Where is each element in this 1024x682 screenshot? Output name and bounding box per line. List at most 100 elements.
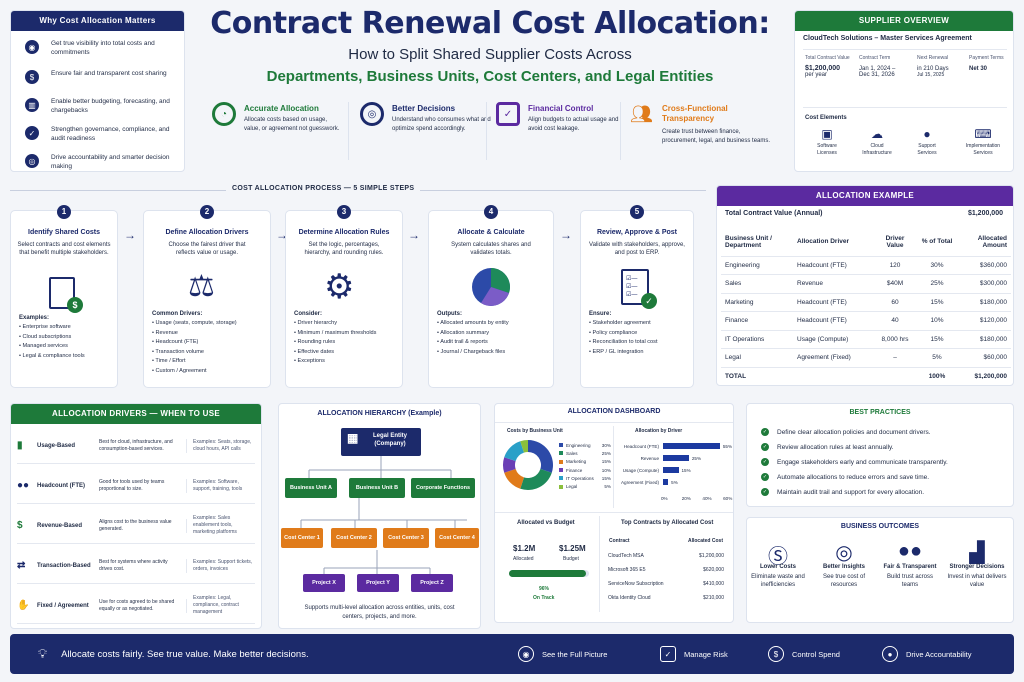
legend-swatch [559, 443, 563, 448]
checklist-icon: ☑— ☑— ☑— ✓ [621, 269, 657, 309]
table-cell: 5% [917, 348, 957, 368]
donut-slice [504, 441, 524, 461]
col-header: Driver Value [873, 228, 917, 257]
stat-label: Total Contract Value [805, 55, 850, 61]
legend-value: 30% [601, 442, 611, 448]
driver-row: ⇄ Transaction-Based Best for systems where… [17, 548, 255, 584]
list-item: Policy compliance [589, 329, 658, 339]
step-list-head: Examples: [19, 315, 50, 321]
step-desc: Select contracts and cost elements that … [17, 242, 111, 256]
why-item: ◉ Get true visibility into total costs an… [25, 39, 185, 57]
allocated-label: Allocated [513, 556, 534, 562]
shield-icon: ✓ [25, 126, 39, 140]
hierarchy-panel: ALLOCATION HIERARCHY (Example) ▦ Legal En… [278, 403, 481, 629]
footer-item: ◉ See the Full Picture [518, 634, 607, 674]
page-subtitle: How to Split Shared Supplier Costs Acros… [348, 46, 632, 63]
legend-value: 15% [601, 475, 611, 481]
project-node: Project X [303, 574, 345, 592]
table-cell: $180,000 [957, 293, 1011, 312]
step-desc: Choose the fairest driver that reflects … [168, 242, 246, 256]
why-item: ▥ Enable better budgeting, forecasting, a… [25, 97, 185, 115]
step-title: Determine Allocation Rules [298, 229, 390, 236]
element-label: Implementation Services [965, 143, 1001, 156]
bar [663, 443, 720, 449]
laptop-icon: ⌨ [974, 127, 992, 141]
table-row: Marketing Headcount (FTE) 60 15% $180,000 [721, 293, 1011, 312]
why-text: Strengthen governance, compliance, and a… [51, 126, 170, 142]
step-number: 3 [337, 205, 351, 219]
list-item: Cloud subscriptions [19, 333, 85, 343]
top-col-header: Allocated Cost [687, 538, 723, 544]
dollar-circle-icon: Ⓢ [768, 546, 788, 568]
benefit-desc: Align budgets to actual usage and avoid … [528, 117, 619, 132]
lightbulb-icon: 💡︎ [38, 646, 48, 661]
table-cell: $1,200,000 [974, 373, 1007, 380]
business-unit-node: Business Unit B [349, 478, 405, 498]
stat-value: in 210 Days [917, 66, 949, 72]
supplier-panel: SUPPLIER OVERVIEW CloudTech Solutions – … [794, 10, 1014, 172]
best-practices-panel: BEST PRACTICES ✓ Define clear allocation … [746, 403, 1014, 507]
element-label: Support Services [917, 143, 937, 156]
footer-tagline: 💡︎ Allocate costs fairly. See true value.… [38, 634, 309, 674]
benefit-title: Accurate Allocation [244, 104, 319, 113]
stat: Next Renewal in 210 Days Jul 15, 2025 [917, 55, 963, 78]
why-text: Drive accountability and smarter decisio… [51, 154, 170, 170]
bar-label: Usage (Compute) [622, 468, 659, 473]
table-cell: Engineering [721, 256, 793, 275]
legend-label: Engineering [566, 442, 591, 448]
step-number: 2 [200, 205, 214, 219]
best-practice-text: Maintain audit trail and support for eve… [777, 488, 925, 496]
table-cell: 30% [917, 256, 957, 275]
eye-icon: ◉ [25, 40, 39, 54]
business-unit-node: Corporate Functions [411, 478, 475, 498]
step-title: Review, Approve & Post [596, 229, 677, 236]
hierarchy-title: ALLOCATION HIERARCHY (Example) [317, 410, 442, 417]
step-desc: Validate with stakeholders, approve, and… [589, 242, 685, 256]
dashboard-title: ALLOCATION DASHBOARD [567, 408, 661, 415]
top-col-header: Contract [609, 538, 630, 544]
legend-item: Legal 5% [559, 482, 611, 490]
best-practice-text: Review allocation rules at least annuall… [777, 443, 894, 451]
outcome: Ⓢ Lower Costs Eliminate waste and ineffici… [746, 540, 810, 589]
dashboard-panel: ALLOCATION DASHBOARD Costs by Business U… [494, 403, 734, 623]
contract-cost: $1,200,000 [698, 553, 724, 559]
table-cell: Agreement (Fixed) [793, 348, 873, 368]
page-title: Contract Renewal Cost Allocation: [210, 6, 770, 41]
driver-name: Revenue-Based [37, 522, 83, 529]
list-item: Audit trail & reports [437, 338, 509, 348]
best-practice-text: Engage stakeholders early and communicat… [777, 458, 948, 466]
why-text: Ensure fair and transparent cost sharing [51, 70, 167, 77]
allocated-value: $1.2M [513, 544, 536, 553]
bar-chart-icon: ▮ [17, 440, 23, 451]
contract-name: ServiceNow Subscription [608, 581, 664, 587]
bar-value: 55% [722, 444, 733, 449]
dollar-icon: $ [25, 70, 39, 84]
example-title: ALLOCATION EXAMPLE [717, 186, 1013, 206]
bu-legend: Engineering 30% Sales 25% Marketing 15% Financ… [559, 441, 611, 491]
best-practice-item: ✓ Define clear allocation policies and do… [761, 428, 931, 436]
people-icon: ●● [897, 540, 923, 562]
list-item: Driver hierarchy [294, 319, 376, 329]
list-item: Revenue [152, 329, 237, 339]
table-cell: $300,000 [957, 274, 1011, 294]
donut-slice [504, 469, 524, 489]
footer-bar: 💡︎ Allocate costs fairly. See true value.… [10, 634, 1014, 674]
driver-row: ▮ Usage-Based Best for cloud, infrastructu… [17, 428, 255, 464]
driver-row: $ Revenue-Based Aligns cost to the busines… [17, 508, 255, 544]
list-item: Rounding rules [294, 338, 376, 348]
step-desc: System calculates shares and validates t… [451, 242, 531, 256]
best-practice-item: ✓ Review allocation rules at least annual… [761, 443, 894, 451]
table-cell: 120 [873, 256, 917, 275]
arrow-icon: → [560, 228, 572, 242]
table-cell: Finance [721, 311, 793, 331]
document-dollar-icon: $ [49, 277, 83, 313]
list-item: ERP / GL integration [589, 348, 658, 358]
project-node: Project Z [411, 574, 453, 592]
benefit-title: Better Decisions [392, 104, 456, 113]
why-item: $ Ensure fair and transparent cost sharin… [25, 69, 185, 84]
why-text: Enable better budgeting, forecasting, an… [51, 98, 170, 114]
list-item: Exceptions [294, 357, 376, 367]
stat-sub: per year [805, 72, 828, 78]
col-header: % of Total [917, 228, 957, 257]
contract-name: Okta Identity Cloud [608, 595, 651, 601]
